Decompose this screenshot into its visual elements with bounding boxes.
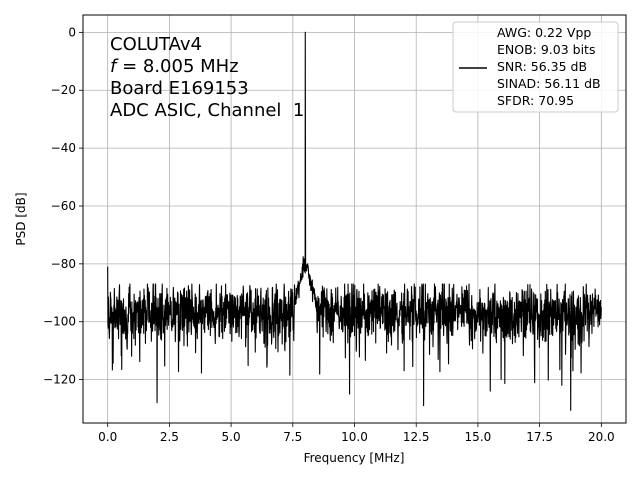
legend-box xyxy=(452,21,619,113)
legend-awg: AWG: 0.22 Vpp xyxy=(497,25,591,40)
y-tick-label: −80 xyxy=(51,257,76,271)
y-tick-label: −100 xyxy=(43,315,76,329)
legend-sfdr: SFDR: 70.95 xyxy=(497,93,574,108)
x-tick-label: 17.5 xyxy=(526,430,553,444)
legend-enob: ENOB: 9.03 bits xyxy=(497,42,595,57)
y-axis-title: PSD [dB] xyxy=(14,192,28,245)
x-tick-label: 20.0 xyxy=(588,430,615,444)
x-tick-label: 10.0 xyxy=(341,430,368,444)
annotation-frequency: f = 8.005 MHz xyxy=(110,56,239,77)
annotation-device: COLUTAv4 xyxy=(110,34,202,55)
x-tick-label: 7.5 xyxy=(283,430,302,444)
y-tick-label: −120 xyxy=(43,373,76,387)
y-tick-label: −60 xyxy=(51,199,76,213)
legend-sinad: SINAD: 56.11 dB xyxy=(497,76,601,91)
annotation-frequency-value: = 8.005 MHz xyxy=(116,56,238,77)
y-tick-label: −20 xyxy=(51,83,76,97)
x-tick-label: 12.5 xyxy=(403,430,430,444)
x-axis-ticks: 0.0 2.5 5.0 7.5 10.0 12.5 15.0 17.5 20.0 xyxy=(98,423,615,444)
x-axis-title: Frequency [MHz] xyxy=(304,451,405,465)
x-tick-label: 15.0 xyxy=(465,430,492,444)
x-tick-label: 0.0 xyxy=(98,430,117,444)
annotation-channel: ADC ASIC, Channel 1 xyxy=(110,100,304,121)
legend: AWG: 0.22 Vpp ENOB: 9.03 bits SNR: 56.35… xyxy=(452,21,619,113)
y-tick-label: 0 xyxy=(68,25,76,39)
y-axis-ticks: 0 −20 −40 −60 −80 −100 −120 xyxy=(43,25,83,387)
psd-series xyxy=(107,31,602,411)
annotation-frequency-symbol: f xyxy=(110,56,119,77)
x-tick-label: 5.0 xyxy=(222,430,241,444)
legend-snr: SNR: 56.35 dB xyxy=(497,59,587,74)
annotation-block: COLUTAv4 f = 8.005 MHz Board E169153 ADC… xyxy=(110,34,304,121)
psd-series-line xyxy=(107,31,602,411)
x-tick-label: 2.5 xyxy=(160,430,179,444)
annotation-board: Board E169153 xyxy=(110,78,249,99)
y-tick-label: −40 xyxy=(51,141,76,155)
